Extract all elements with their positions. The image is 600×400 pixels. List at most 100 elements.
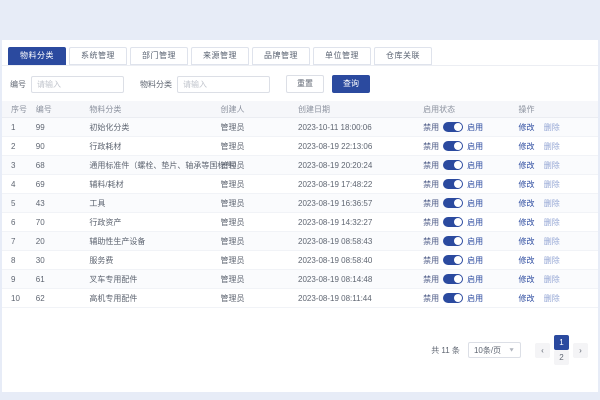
reset-button[interactable]: 重置 (286, 75, 324, 93)
table-row: 7 20 辅助性生产设备 管理员 2023-08-19 08:58:43 禁用 … (2, 232, 598, 251)
delete-link[interactable]: 删除 (543, 141, 560, 151)
header-category: 物料分类 (89, 104, 122, 114)
delete-link[interactable]: 删除 (543, 160, 560, 170)
status-on-label: 启用 (467, 293, 484, 303)
tab-6[interactable]: 仓库关联 (374, 47, 432, 65)
edit-link[interactable]: 修改 (518, 293, 535, 303)
cell-code: 43 (35, 198, 45, 208)
cell-actions: 修改 删除 (515, 217, 598, 228)
edit-link[interactable]: 修改 (518, 198, 535, 208)
delete-link[interactable]: 删除 (543, 236, 560, 246)
material-table: 序号 编号 物料分类 创建人 创建日期 启用状态 操作 1 99 初始化分类 管… (2, 101, 598, 308)
cell-code: 70 (35, 217, 45, 227)
cell-code: 62 (35, 293, 45, 303)
table-row: 2 90 行政耗材 管理员 2023-08-19 22:13:06 禁用 启用 … (2, 137, 598, 156)
delete-link[interactable]: 删除 (543, 179, 560, 189)
cell-actions: 修改 删除 (515, 255, 598, 266)
status-toggle[interactable] (443, 255, 464, 265)
status-off-label: 禁用 (423, 198, 440, 208)
status-toggle[interactable] (443, 198, 464, 208)
status-toggle[interactable] (443, 274, 464, 284)
table-row: 1 99 初始化分类 管理员 2023-10-11 18:00:06 禁用 启用… (2, 118, 598, 137)
code-input[interactable] (31, 75, 124, 93)
edit-link[interactable]: 修改 (518, 122, 535, 132)
filter-bar: 编号 物料分类 重置 查询 (2, 66, 598, 101)
tab-0[interactable]: 物料分类 (8, 47, 66, 65)
status-on-label: 启用 (467, 198, 484, 208)
status-toggle[interactable] (443, 160, 464, 170)
status-off-label: 禁用 (423, 274, 440, 284)
delete-link[interactable]: 删除 (543, 198, 560, 208)
cell-category: 辅助性生产设备 (89, 236, 146, 246)
cell-created-date: 2023-08-19 08:11:44 (298, 293, 372, 303)
edit-link[interactable]: 修改 (518, 141, 535, 151)
delete-link[interactable]: 删除 (543, 274, 560, 284)
status-toggle[interactable] (443, 179, 464, 189)
tab-5[interactable]: 单位管理 (313, 47, 371, 65)
cell-created-date: 2023-08-19 16:36:57 (298, 198, 373, 208)
cell-code: 61 (35, 274, 45, 284)
edit-link[interactable]: 修改 (518, 255, 535, 265)
edit-link[interactable]: 修改 (518, 160, 535, 170)
cell-created-date: 2023-08-19 08:58:40 (298, 255, 373, 265)
edit-link[interactable]: 修改 (518, 217, 535, 227)
table-row: 6 70 行政资产 管理员 2023-08-19 14:32:27 禁用 启用 … (2, 213, 598, 232)
edit-link[interactable]: 修改 (518, 274, 535, 284)
cell-category: 工具 (89, 198, 106, 208)
header-creator: 创建人 (220, 104, 245, 114)
status-on-label: 启用 (467, 179, 484, 189)
status-on-label: 启用 (467, 217, 484, 227)
status-on-label: 启用 (467, 255, 484, 265)
status-toggle[interactable] (443, 122, 464, 132)
cell-code: 20 (35, 236, 45, 246)
delete-link[interactable]: 删除 (543, 217, 560, 227)
cell-seq: 1 (11, 122, 16, 132)
cell-status: 禁用 启用 (419, 255, 514, 266)
cell-status: 禁用 启用 (419, 160, 514, 171)
tab-4[interactable]: 品牌管理 (252, 47, 310, 65)
page-button-2[interactable]: 2 (554, 350, 569, 365)
status-toggle[interactable] (443, 141, 464, 151)
total-count-label: 共 11 条 (431, 345, 460, 355)
cell-actions: 修改 删除 (515, 236, 598, 247)
page-size-select[interactable]: 10条/页 ▼ (467, 342, 521, 358)
tab-1[interactable]: 系统管理 (69, 47, 127, 65)
next-page-button[interactable]: › (573, 342, 588, 358)
cell-creator: 管理员 (220, 293, 245, 303)
table-row: 9 61 叉车专用配件 管理员 2023-08-19 08:14:48 禁用 启… (2, 270, 598, 289)
cell-seq: 5 (11, 198, 16, 208)
prev-page-button[interactable]: ‹ (535, 342, 550, 358)
delete-link[interactable]: 删除 (543, 122, 560, 132)
page-size-value: 10条/页 (473, 345, 502, 355)
category-field-label: 物料分类 (140, 79, 172, 89)
edit-link[interactable]: 修改 (518, 179, 535, 189)
cell-creator: 管理员 (220, 274, 245, 284)
cell-actions: 修改 删除 (515, 198, 598, 209)
cell-creator: 管理员 (220, 198, 245, 208)
tab-2[interactable]: 部门管理 (130, 47, 188, 65)
delete-link[interactable]: 删除 (543, 255, 560, 265)
delete-link[interactable]: 删除 (543, 293, 560, 303)
category-input[interactable] (177, 75, 270, 93)
edit-link[interactable]: 修改 (518, 236, 535, 246)
tab-3[interactable]: 来源管理 (191, 47, 249, 65)
status-on-label: 启用 (467, 122, 484, 132)
status-toggle[interactable] (443, 236, 464, 246)
cell-creator: 管理员 (220, 236, 245, 246)
status-toggle[interactable] (443, 293, 464, 303)
status-toggle[interactable] (443, 217, 464, 227)
cell-code: 69 (35, 179, 45, 189)
page-button-1[interactable]: 1 (554, 335, 569, 350)
header-seq: 序号 (11, 104, 27, 114)
cell-seq: 3 (11, 160, 16, 170)
cell-category: 行政资产 (89, 217, 122, 227)
table-body: 1 99 初始化分类 管理员 2023-10-11 18:00:06 禁用 启用… (2, 118, 598, 308)
search-button[interactable]: 查询 (332, 75, 370, 93)
table-row: 4 69 辅料/耗材 管理员 2023-08-19 17:48:22 禁用 启用… (2, 175, 598, 194)
status-on-label: 启用 (467, 274, 484, 284)
cell-actions: 修改 删除 (515, 179, 598, 190)
table-row: 10 62 高机专用配件 管理员 2023-08-19 08:11:44 禁用 … (2, 289, 598, 308)
status-on-label: 启用 (467, 236, 484, 246)
